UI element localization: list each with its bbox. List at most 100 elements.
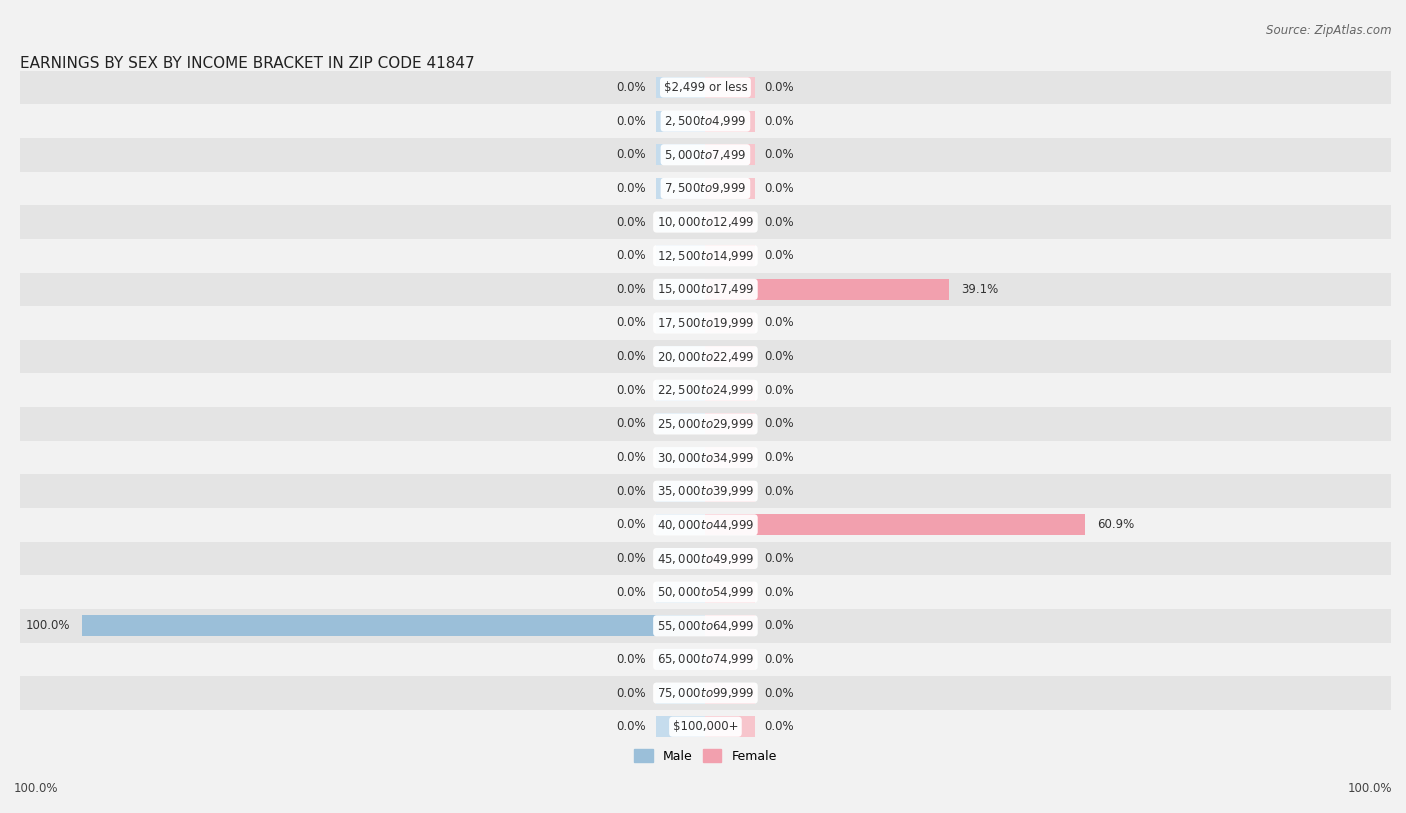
Text: $5,000 to $7,499: $5,000 to $7,499 [664,148,747,162]
Text: 0.0%: 0.0% [765,720,794,733]
Bar [20,307,1391,340]
Bar [20,205,1391,239]
Text: 39.1%: 39.1% [962,283,998,296]
Bar [20,340,1391,373]
Text: 0.0%: 0.0% [617,283,647,296]
Bar [706,211,755,233]
Text: 0.0%: 0.0% [765,148,794,161]
Text: 100.0%: 100.0% [25,620,70,633]
Text: $25,000 to $29,999: $25,000 to $29,999 [657,417,754,431]
Text: 0.0%: 0.0% [765,350,794,363]
Text: 0.0%: 0.0% [765,552,794,565]
Text: 0.0%: 0.0% [617,653,647,666]
Text: 0.0%: 0.0% [765,115,794,128]
Text: $12,500 to $14,999: $12,500 to $14,999 [657,249,754,263]
Bar [655,77,706,98]
Bar [655,346,706,367]
Text: 0.0%: 0.0% [765,182,794,195]
Bar [706,414,755,434]
Bar [20,475,1391,508]
Bar [655,649,706,670]
Text: 0.0%: 0.0% [617,148,647,161]
Bar [655,548,706,569]
Bar [655,480,706,502]
Text: 0.0%: 0.0% [765,585,794,598]
Bar [706,380,755,401]
Bar [706,346,755,367]
Text: $55,000 to $64,999: $55,000 to $64,999 [657,619,754,633]
Text: 0.0%: 0.0% [765,417,794,430]
Text: $10,000 to $12,499: $10,000 to $12,499 [657,215,754,229]
Text: 0.0%: 0.0% [617,316,647,329]
Bar [20,676,1391,710]
Text: 0.0%: 0.0% [765,620,794,633]
Bar [655,279,706,300]
Bar [20,373,1391,407]
Text: 0.0%: 0.0% [617,417,647,430]
Text: 0.0%: 0.0% [765,250,794,263]
Bar [20,272,1391,307]
Text: 0.0%: 0.0% [765,485,794,498]
Bar [706,582,755,602]
Bar [655,582,706,602]
Bar [655,716,706,737]
Bar [20,138,1391,172]
Text: 0.0%: 0.0% [617,687,647,700]
Bar [655,178,706,199]
Bar [706,279,949,300]
Text: $7,500 to $9,999: $7,500 to $9,999 [664,181,747,195]
Text: $22,500 to $24,999: $22,500 to $24,999 [657,383,754,398]
Bar [20,508,1391,541]
Text: 0.0%: 0.0% [765,81,794,94]
Bar [20,239,1391,272]
Text: 100.0%: 100.0% [14,782,59,795]
Bar [655,447,706,468]
Bar [655,683,706,703]
Text: 0.0%: 0.0% [617,552,647,565]
Bar [20,104,1391,138]
Bar [706,77,755,98]
Bar [20,609,1391,642]
Legend: Male, Female: Male, Female [628,744,782,767]
Bar [706,615,755,637]
Text: 0.0%: 0.0% [765,384,794,397]
Bar [20,407,1391,441]
Bar [706,178,755,199]
Text: 0.0%: 0.0% [617,519,647,532]
Text: 60.9%: 60.9% [1098,519,1135,532]
Bar [20,576,1391,609]
Bar [706,246,755,266]
Text: 0.0%: 0.0% [765,451,794,464]
Bar [655,312,706,333]
Text: 100.0%: 100.0% [1347,782,1392,795]
Text: $20,000 to $22,499: $20,000 to $22,499 [657,350,754,363]
Bar [706,649,755,670]
Bar [20,71,1391,104]
Text: $15,000 to $17,499: $15,000 to $17,499 [657,282,754,297]
Text: 0.0%: 0.0% [617,451,647,464]
Bar [655,246,706,266]
Bar [20,642,1391,676]
Text: $17,500 to $19,999: $17,500 to $19,999 [657,316,754,330]
Text: $2,500 to $4,999: $2,500 to $4,999 [664,114,747,128]
Text: $2,499 or less: $2,499 or less [664,81,748,94]
Bar [706,279,755,300]
Text: $40,000 to $44,999: $40,000 to $44,999 [657,518,754,532]
Text: $35,000 to $39,999: $35,000 to $39,999 [657,485,754,498]
Bar [20,172,1391,205]
Text: 0.0%: 0.0% [617,585,647,598]
Bar [706,480,755,502]
Bar [706,447,755,468]
Bar [655,380,706,401]
Text: 0.0%: 0.0% [765,215,794,228]
Bar [706,515,755,535]
Bar [20,441,1391,475]
Bar [706,683,755,703]
Bar [20,710,1391,744]
Text: 0.0%: 0.0% [617,182,647,195]
Text: 0.0%: 0.0% [765,316,794,329]
Bar [655,414,706,434]
Bar [706,312,755,333]
Text: $100,000+: $100,000+ [672,720,738,733]
Text: EARNINGS BY SEX BY INCOME BRACKET IN ZIP CODE 41847: EARNINGS BY SEX BY INCOME BRACKET IN ZIP… [20,55,474,71]
